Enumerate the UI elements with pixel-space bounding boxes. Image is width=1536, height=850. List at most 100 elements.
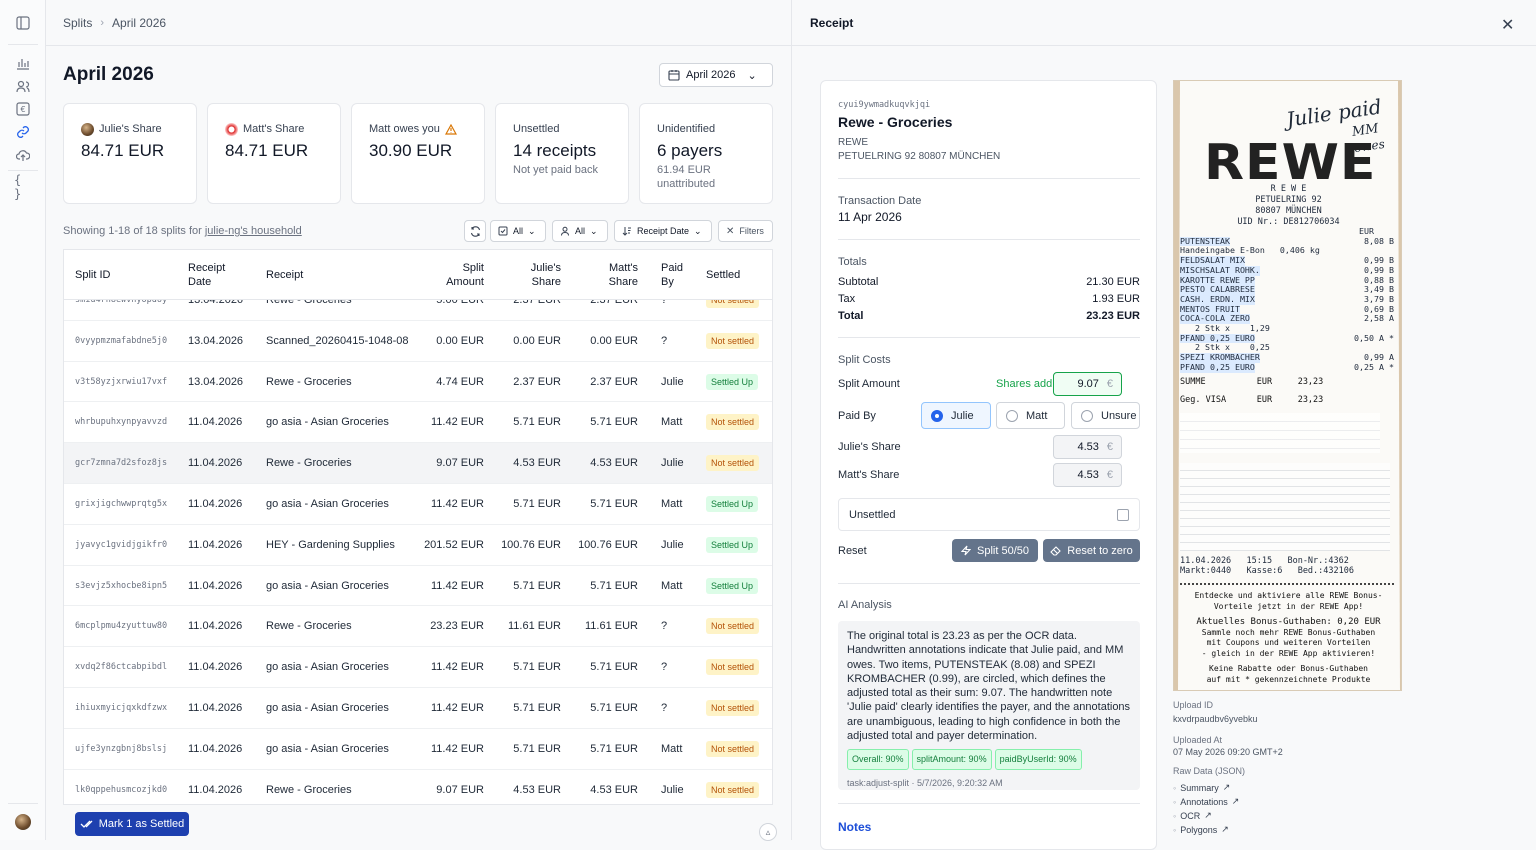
col-split-amount[interactable]: Split Amount <box>446 262 484 288</box>
table-row[interactable]: ihiuxmyicjqxkdfzwx 11.04.2026 go asia - As… <box>64 688 772 729</box>
users-icon[interactable] <box>14 77 32 95</box>
stat-card-unidentified: Unidentified 6 payers 61.94 EUR unattrib… <box>639 103 773 204</box>
notes-label: Notes <box>838 820 872 834</box>
month-select[interactable]: April 2026 ⌄ <box>659 63 773 87</box>
receipt-item: Handeingabe E-Bon 0,406 kg <box>1180 246 1394 256</box>
table-row[interactable]: lk0qppehusmcozjkd0 11.04.2026 Rewe - Groce… <box>64 770 772 804</box>
col-paid-by[interactable]: Paid By <box>661 262 684 288</box>
receipt-items: EUR PUTENSTEAK 8,08 B Handeingabe E-Bon 0,4… <box>1180 226 1394 373</box>
table-row[interactable]: s3evjz5xhocbe8ipn5 11.04.2026 go asia - As… <box>64 566 772 607</box>
split-5050-button[interactable]: Split 50/50 <box>952 539 1038 562</box>
breadcrumb-root[interactable]: Splits <box>63 15 93 30</box>
store-line: 80807 MÜNCHEN <box>1255 206 1322 216</box>
reset-zero-label: Reset to zero <box>1067 544 1133 557</box>
unsettled-checkbox[interactable] <box>1117 508 1129 521</box>
code-braces-icon[interactable]: { } <box>14 173 22 201</box>
item-price: 0,99 A <box>1364 352 1394 363</box>
julies-share-cell: 11.61 EUR <box>508 620 561 633</box>
euro-symbol: € <box>1106 469 1113 481</box>
item-price: 0,25 A * <box>1354 361 1394 372</box>
unsettled-toggle[interactable]: Unsettled <box>838 498 1140 531</box>
chart-icon[interactable] <box>14 54 32 72</box>
matts-share-input[interactable]: 4.53 € <box>1053 463 1122 487</box>
split-id-cell: smiu4rn8ewvnyopdoy <box>75 295 168 305</box>
julies-share-cell: 5.71 EUR <box>513 661 561 674</box>
raw-link-annotations[interactable]: ◦ Annotations ↗ <box>1173 796 1240 807</box>
chevron-down-icon: ⌄ <box>528 225 536 236</box>
table-row[interactable]: xvdq2f86ctcabpibdl 11.04.2026 go asia - As… <box>64 647 772 688</box>
paid-by-matt-radio[interactable]: Matt <box>996 402 1065 429</box>
confidence-badges: Overall: 90% splitAmount: 90% paidByUserId… <box>847 749 1131 770</box>
julies-share-input[interactable]: 4.53 € <box>1053 435 1122 459</box>
receipt-date-cell: 11.04.2026 <box>188 661 243 674</box>
raw-link-polygons[interactable]: ◦ Polygons ↗ <box>1173 824 1229 835</box>
mark-settled-button[interactable]: Mark 1 as Settled <box>75 812 189 836</box>
col-split-id[interactable]: Split ID <box>75 269 111 281</box>
split-amount-input[interactable]: 9.07 € <box>1053 372 1122 396</box>
radio-dot-icon <box>1006 409 1018 422</box>
col-matts-share[interactable]: Matt's Share <box>608 262 638 288</box>
receipt-name-cell: Rewe - Groceries <box>266 457 352 470</box>
store-line: PETUELRING 92 <box>1255 195 1322 205</box>
split-amount-cell: 0.00 EUR <box>436 334 484 347</box>
payer-filter[interactable]: All ⌄ <box>552 220 608 242</box>
user-avatar[interactable] <box>14 813 32 831</box>
refresh-button[interactable] <box>464 220 486 242</box>
col-settled[interactable]: Settled <box>706 269 741 281</box>
table-row[interactable]: whrbupuhxynpyavvzd 11.04.2026 go asia - As… <box>64 402 772 444</box>
merchant-address: PETUELRING 92 80807 MÜNCHEN <box>838 151 1001 162</box>
receipt-name-cell: HEY - Gardening Supplies <box>266 538 395 551</box>
household-link[interactable]: julie-ng's household <box>204 225 302 237</box>
item-name: PFAND 0,25 EURO <box>1180 332 1255 344</box>
showing-text: Showing 1-18 of 18 splits for <box>63 225 205 237</box>
sidebar-toggle-icon[interactable] <box>14 14 32 32</box>
stat-card-matts-share: Matt's Share 84.71 EUR <box>207 103 341 204</box>
uploaded-at: 07 May 2026 09:20 GMT+2 <box>1173 747 1283 757</box>
paid-by-cell: Matt <box>661 579 683 592</box>
filters-button[interactable]: ✕ Filters <box>718 220 773 242</box>
table-row[interactable]: 6mcplpmu4zyuttuw80 11.04.2026 Rewe - Groce… <box>64 606 772 648</box>
status-filter[interactable]: All ⌄ <box>490 220 546 242</box>
shares-add-up-text: Shares add up <box>996 378 1068 390</box>
table-row[interactable]: jyavyc1gvidjgikfr0 11.04.2026 HEY - Garden… <box>64 525 772 566</box>
status-badge: Not settled <box>706 740 760 757</box>
ai-analysis-label: AI Analysis <box>838 599 892 611</box>
table-row[interactable]: v3t58yzjxrwiu17vxf 13.04.2026 Rewe - Groce… <box>64 362 772 403</box>
stat-card-julies-share: Julie's Share 84.71 EUR <box>63 103 197 204</box>
receipt-date-cell: 13.04.2026 <box>188 334 244 347</box>
table-row[interactable]: ujfe3ynzgbnj8bslsj 11.04.2026 go asia - As… <box>64 729 772 770</box>
scroll-up-icon[interactable]: ▵ <box>759 823 777 841</box>
col-julies-share[interactable]: Julie's Share <box>530 262 561 288</box>
col-receipt-date[interactable]: Receipt Date <box>188 262 226 288</box>
receipt-date-cell: 13.04.2026 <box>188 375 244 388</box>
tax-value: 1.93 EUR <box>1092 293 1140 305</box>
link-label: Summary <box>1180 782 1219 793</box>
raw-link-ocr[interactable]: ◦ OCR ↗ <box>1173 810 1212 821</box>
radio-dot-icon <box>1081 409 1093 422</box>
split-5050-label: Split 50/50 <box>977 544 1029 557</box>
matts-share-cell: 11.61 EUR <box>585 620 638 633</box>
stat-label: Matt's Share <box>243 123 305 135</box>
settled-cell: Not settled <box>706 647 760 687</box>
paid-by-julie-radio[interactable]: Julie <box>921 402 991 429</box>
euro-icon[interactable]: € <box>14 100 32 118</box>
stat-label: Unsettled <box>513 123 560 135</box>
checkbox-icon <box>498 226 508 236</box>
sort-select[interactable]: Receipt Date ⌄ <box>614 220 712 242</box>
link-icon[interactable] <box>14 123 32 141</box>
table-row[interactable]: 0vyypmzmafabdne5j0 13.04.2026 Scanned_2026… <box>64 321 772 362</box>
stat-sub: Not yet paid back <box>513 164 598 176</box>
receipt-image[interactable]: Julie paid MM owes REWE R E W E PETUELRIN… <box>1173 80 1402 691</box>
receipt-item: PUTENSTEAK 8,08 B <box>1180 236 1394 247</box>
table-row[interactable]: gcr7zmna7d2sfoz8js 11.04.2026 Rewe - Groce… <box>64 443 772 484</box>
paid-by-unsure-radio[interactable]: Unsure <box>1071 402 1140 429</box>
raw-link-summary[interactable]: ◦ Summary ↗ <box>1173 782 1231 793</box>
table-row[interactable]: grixjigchwwprqtg5x 11.04.2026 go asia - As… <box>64 484 772 525</box>
receipt-footer: Entdecke und aktiviere alle REWE Bonus- V… <box>1174 591 1401 685</box>
receipt-item: EUR <box>1180 226 1394 237</box>
cloud-upload-icon[interactable] <box>14 146 32 164</box>
close-icon[interactable]: ✕ <box>1501 17 1515 34</box>
paid-by-cell: Matt <box>661 742 683 755</box>
reset-zero-button[interactable]: Reset to zero <box>1043 539 1140 562</box>
col-receipt[interactable]: Receipt <box>266 269 304 281</box>
